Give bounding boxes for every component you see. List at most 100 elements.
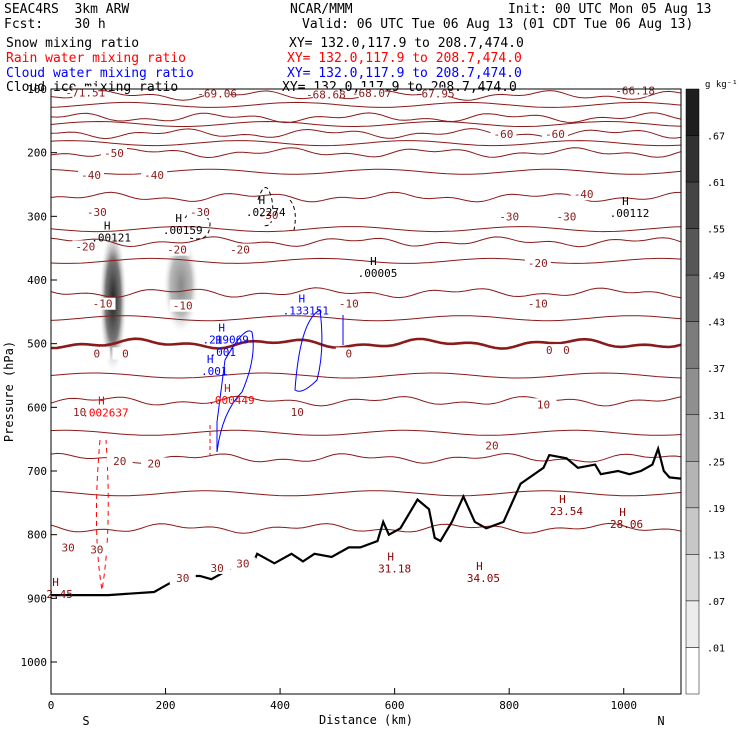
contour-label-bg <box>169 299 196 312</box>
contour-label-bg <box>524 256 551 269</box>
x-tick-label: 800 <box>499 699 519 712</box>
extremum-marker: H <box>476 560 483 573</box>
contour-label: -40 <box>81 169 101 182</box>
y-tick-label: 800 <box>27 529 47 542</box>
contour-label-bg <box>524 297 551 310</box>
contour-label: -71.51 <box>65 86 105 99</box>
contour-label: -10 <box>339 298 359 311</box>
contour-label-bg <box>570 188 597 201</box>
y-tick-label: 900 <box>27 592 47 605</box>
contour-label: 30 <box>236 558 249 571</box>
extremum-value: .00112 <box>610 207 650 220</box>
colorbar-segment <box>685 554 700 602</box>
cloud-water-contour-2 <box>294 309 323 392</box>
y-tick-label: 700 <box>27 465 47 478</box>
contour-label-bg <box>204 87 231 100</box>
isotherm-minor <box>51 140 681 147</box>
header-forecast: Fcst: 30 h <box>4 17 106 32</box>
cloud-water-contour <box>216 330 254 453</box>
contour-label: -20 <box>167 244 187 257</box>
extremum-value: .02274 <box>246 206 286 219</box>
colorbar-units: g kg⁻¹ <box>705 80 738 90</box>
extremum-marker: H <box>104 219 111 232</box>
contour-label-bg <box>530 398 557 411</box>
colorbar-label: .31 <box>707 411 725 422</box>
contour-label-bg <box>164 243 190 256</box>
contour-label-bg <box>186 206 213 219</box>
ice-contour-small <box>184 208 211 240</box>
terrain-line <box>51 444 681 597</box>
contour-label: -68.07 <box>352 87 392 100</box>
field-rain: Rain water mixing ratio <box>6 51 187 66</box>
colorbar-segment <box>685 274 700 322</box>
contour-label-bg <box>490 127 517 140</box>
contour-label-bg <box>112 347 139 360</box>
extremum-marker: H <box>299 293 306 306</box>
y-tick-label: 300 <box>27 210 47 223</box>
colorbar-label: .49 <box>707 271 725 282</box>
isotherm--40 <box>51 147 681 159</box>
contour-label: -10 <box>528 298 548 311</box>
contour-label-bg <box>479 439 505 452</box>
contour-label-bg <box>335 297 362 310</box>
x-tick-label: 1000 <box>610 699 637 712</box>
y-tick-label: 1000 <box>21 656 48 669</box>
isotherm--60 <box>51 112 681 124</box>
colorbar-segment <box>685 647 700 695</box>
contour-label: 0 <box>346 347 353 360</box>
contour-label: -60 <box>494 128 514 141</box>
colorbar-label: .13 <box>707 550 725 561</box>
isotherm-0 <box>51 337 681 350</box>
header-init: Init: 00 UTC Mon 05 Aug 13 <box>508 2 712 17</box>
colorbar-label: .67 <box>707 132 725 143</box>
extremum-value: 28.06 <box>610 518 643 531</box>
isotherm-30 <box>51 522 681 534</box>
contour-label: 30 <box>90 543 103 556</box>
isotherm--10 <box>51 287 681 299</box>
extremum-marker: H <box>622 195 629 208</box>
isotherm-minor <box>51 257 681 264</box>
contour-label: 0 <box>563 344 570 357</box>
isotherm-minor <box>51 490 681 497</box>
colorbar-segment <box>685 461 700 509</box>
isotherm--20 <box>51 236 681 248</box>
contour-label-bg <box>496 210 523 223</box>
contour-label-bg <box>284 405 311 418</box>
contour-label: -67.95 <box>415 88 455 101</box>
contour-label-bg <box>421 87 448 100</box>
extremum-marker: H <box>207 353 214 366</box>
x-tick-label: 400 <box>270 699 290 712</box>
colorbar-label: .61 <box>707 178 725 189</box>
isotherm-minor <box>51 315 681 322</box>
extremum-marker: H <box>52 576 59 589</box>
contour-label-bg <box>553 344 580 357</box>
contour-label: 10 <box>73 406 86 419</box>
contour-label-bg <box>335 347 362 360</box>
x-tick-label: 0 <box>48 699 55 712</box>
contour-label: 20 <box>113 455 126 468</box>
field-snow: Snow mixing ratio <box>6 36 140 51</box>
contour-label: -30 <box>190 206 210 219</box>
colorbar-label: .25 <box>707 457 725 468</box>
colorbar-segment <box>685 135 700 183</box>
contour-label-bg <box>204 561 231 574</box>
isotherm-minor <box>51 226 681 233</box>
colorbar-segment <box>685 88 700 136</box>
colorbar-label: .07 <box>707 597 725 608</box>
contour-label-bg <box>229 557 256 570</box>
contour-label-bg <box>83 347 110 360</box>
contour-label-bg <box>101 146 127 159</box>
isotherm-minor <box>51 429 681 436</box>
colorbar-segment <box>685 321 700 369</box>
contour-label: -30 <box>259 209 279 222</box>
contour-label-bg <box>622 84 649 97</box>
contour-label: 0 <box>94 347 101 360</box>
contour-label: -40 <box>144 169 164 182</box>
extremum-value: 34.05 <box>467 572 500 585</box>
extremum-marker: H <box>224 382 231 395</box>
contour-label-bg <box>227 243 253 256</box>
y-tick-label: 200 <box>27 147 47 160</box>
colorbar-label: .43 <box>707 318 725 329</box>
extremum-value: .00005 <box>358 267 398 280</box>
